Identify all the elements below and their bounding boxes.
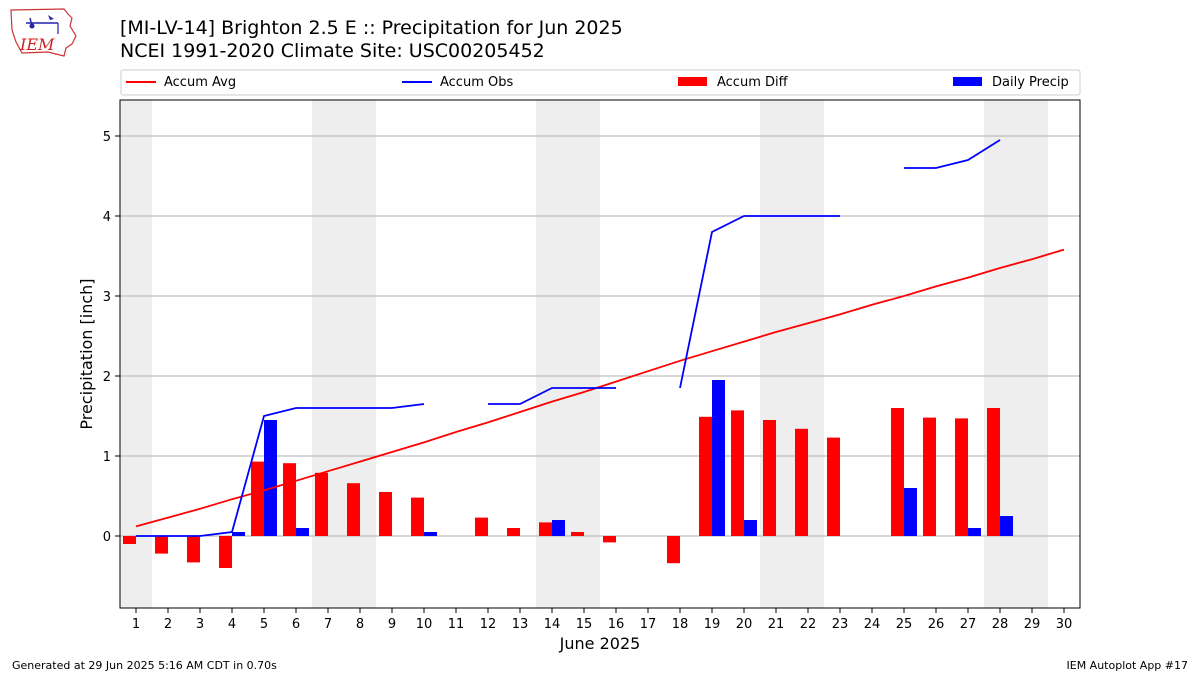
- accum-obs-line: [136, 403, 425, 537]
- y-tick-label: 2: [103, 370, 111, 385]
- weekend-shade: [120, 100, 152, 608]
- daily-precip-bar: [712, 380, 725, 536]
- x-tick-label: 13: [512, 617, 529, 632]
- x-tick-label: 2: [164, 617, 172, 632]
- accum-diff-bar: [123, 536, 136, 544]
- accum-diff-bar: [763, 420, 776, 536]
- accum-diff-bar: [699, 416, 712, 536]
- chart-subtitle: NCEI 1991-2020 Climate Site: USC00205452: [120, 40, 545, 62]
- plot-frame: [119, 99, 1081, 609]
- accum-diff-bar: [379, 492, 392, 536]
- y-tick-label: 0: [103, 530, 111, 545]
- daily-precip-bar: [744, 520, 757, 536]
- x-tick-label: 30: [1056, 617, 1073, 632]
- chart-title: [MI-LV-14] Brighton 2.5 E :: Precipitati…: [120, 17, 623, 39]
- daily-precip-bar: [296, 528, 309, 536]
- accum-diff-bar: [187, 536, 200, 563]
- x-tick-label: 8: [356, 617, 364, 632]
- accum-diff-bar: [475, 517, 488, 536]
- y-tick-label: 5: [103, 130, 111, 145]
- y-tick-label: 1: [103, 450, 111, 465]
- accum-diff-bar: [411, 497, 424, 536]
- accum-diff-bar: [955, 418, 968, 536]
- accum-diff-bar: [219, 536, 232, 568]
- x-axis-label: June 2025: [559, 634, 641, 653]
- x-tick-label: 16: [608, 617, 625, 632]
- accum-diff-bar: [795, 428, 808, 536]
- x-tick-label: 25: [896, 617, 913, 632]
- daily-precip-bar: [424, 532, 437, 536]
- daily-precip-bar: [232, 532, 245, 536]
- accum-diff-bar: [315, 472, 328, 536]
- iem-logo: IEM: [10, 8, 77, 57]
- accum-diff-bar: [603, 536, 616, 543]
- x-tick-label: 19: [704, 617, 721, 632]
- daily-precip-bar: [1000, 516, 1013, 536]
- x-tick-label: 15: [576, 617, 593, 632]
- x-tick-label: 12: [480, 617, 497, 632]
- x-tick-label: 23: [832, 617, 849, 632]
- x-tick-label: 29: [1024, 617, 1041, 632]
- x-tick-label: 21: [768, 617, 785, 632]
- x-tick-label: 4: [228, 617, 236, 632]
- x-tick-label: 1: [132, 617, 140, 632]
- x-tick-label: 24: [864, 617, 881, 632]
- accum-diff-bar: [539, 522, 552, 536]
- legend: Accum Avg Accum Obs Accum Diff Daily Pre…: [120, 69, 1081, 96]
- legend-daily-label: Daily Precip: [992, 75, 1069, 90]
- y-tick-label: 3: [103, 290, 111, 305]
- legend-daily-swatch: [953, 77, 982, 86]
- x-tick-label: 17: [640, 617, 657, 632]
- y-axis-label: Precipitation [inch]: [77, 278, 96, 429]
- accum-diff-bar: [571, 532, 584, 536]
- daily-precip-bar: [264, 420, 277, 536]
- accum-diff-bar: [891, 408, 904, 536]
- accum-diff-bar: [923, 417, 936, 536]
- accum-diff-bar: [987, 408, 1000, 536]
- x-tick-label: 27: [960, 617, 977, 632]
- daily-precip-bar: [904, 488, 917, 536]
- x-tick-label: 18: [672, 617, 689, 632]
- legend-diff-label: Accum Diff: [717, 75, 789, 90]
- accum-avg-line: [135, 248, 1065, 528]
- accum-obs-line: [488, 387, 616, 405]
- accum-diff-bar: [283, 463, 296, 536]
- weekend-shading: [120, 100, 1048, 608]
- x-tick-label: 26: [928, 617, 945, 632]
- y-tick-label: 4: [103, 210, 111, 225]
- logo-text: IEM: [19, 35, 55, 54]
- legend-obs-label: Accum Obs: [440, 75, 513, 90]
- legend-diff-swatch: [678, 77, 707, 86]
- accum-diff-bar: [827, 437, 840, 536]
- x-tick-label: 22: [800, 617, 817, 632]
- accum-diff-bar: [347, 483, 360, 536]
- x-tick-label: 7: [324, 617, 332, 632]
- x-tick-label: 10: [416, 617, 433, 632]
- gridlines: [120, 135, 1080, 537]
- x-tick-label: 5: [260, 617, 268, 632]
- lines: [135, 139, 1065, 537]
- accum-diff-bar: [731, 410, 744, 536]
- x-tick-label: 6: [292, 617, 300, 632]
- x-tick-label: 9: [388, 617, 396, 632]
- legend-avg-label: Accum Avg: [164, 75, 236, 90]
- accum-diff-bar: [507, 528, 520, 536]
- x-tick-label: 28: [992, 617, 1009, 632]
- accum-diff-bar: [667, 536, 680, 564]
- daily-precip-bar: [552, 520, 565, 536]
- daily-precip-bar: [968, 528, 981, 536]
- accum-diff-bar: [155, 536, 168, 554]
- accum-obs-line: [904, 139, 1001, 169]
- accum-obs-line: [679, 215, 840, 389]
- bars: [123, 380, 1013, 568]
- x-tick-label: 14: [544, 617, 561, 632]
- accum-diff-bar: [251, 461, 264, 536]
- x-tick-label: 20: [736, 617, 753, 632]
- app-footer: IEM Autoplot App #17: [1066, 659, 1189, 672]
- generated-footer: Generated at 29 Jun 2025 5:16 AM CDT in …: [12, 659, 277, 672]
- x-tick-label: 11: [448, 617, 465, 632]
- x-tick-label: 3: [196, 617, 204, 632]
